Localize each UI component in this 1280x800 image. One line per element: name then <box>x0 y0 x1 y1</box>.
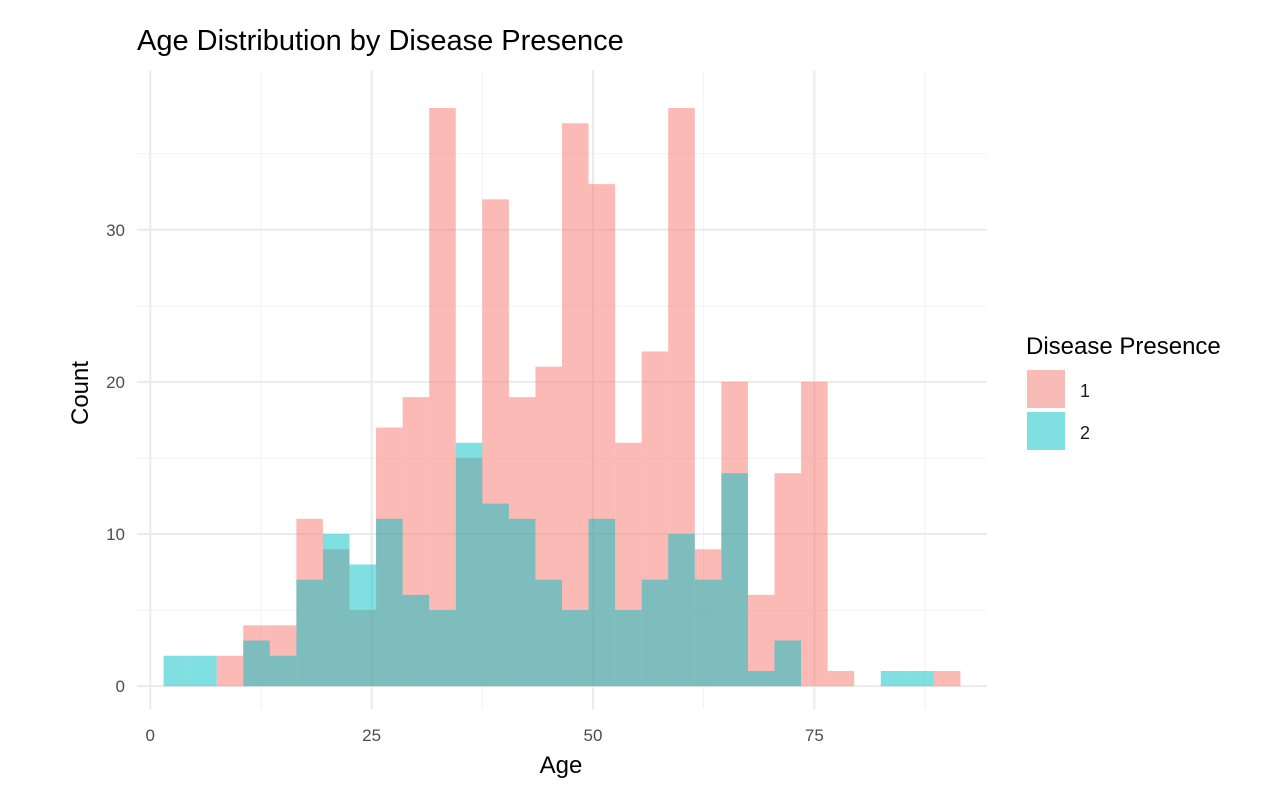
y-tick-label: 20 <box>106 373 125 392</box>
x-axis-ticks: 0 25 50 75 <box>146 726 824 745</box>
histogram-bar-series-1 <box>216 655 244 687</box>
y-axis-label: Count <box>67 361 94 425</box>
legend-key-2 <box>1027 412 1065 450</box>
y-tick-label: 30 <box>106 221 125 240</box>
histogram-bar-series-2 <box>402 594 430 687</box>
legend-label-2: 2 <box>1080 423 1090 443</box>
histogram-bar-series-2 <box>721 473 748 687</box>
histogram-bar-series-2 <box>163 655 191 687</box>
histogram-bar-series-2 <box>243 640 270 687</box>
histogram-bar-series-1 <box>562 123 589 687</box>
histogram-bar-series-2 <box>482 503 509 687</box>
x-tick-label: 50 <box>584 726 603 745</box>
legend-label-1: 1 <box>1080 381 1090 401</box>
histogram-bar-series-2 <box>429 610 456 687</box>
histogram-bar-series-1 <box>801 381 828 687</box>
histogram-bar-series-2 <box>774 640 802 687</box>
y-tick-label: 10 <box>106 525 125 544</box>
histogram-bar-series-2 <box>535 579 562 687</box>
y-axis-ticks: 0 10 20 30 <box>106 221 125 696</box>
histogram-bar-series-1 <box>429 108 456 687</box>
histogram-bar-series-2 <box>322 534 350 687</box>
histogram-bar-series-2 <box>641 579 669 687</box>
y-tick-label: 0 <box>116 677 125 696</box>
histogram-bar-series-2 <box>296 579 323 687</box>
histogram-bar-series-2 <box>747 670 775 687</box>
histogram-bar-series-2 <box>455 442 483 687</box>
bars-layer <box>163 108 961 687</box>
legend-title: Disease Presence <box>1026 333 1221 360</box>
histogram-bar-series-2 <box>349 564 377 687</box>
histogram-bar-series-2 <box>907 670 934 687</box>
histogram-bar-series-2 <box>694 579 722 687</box>
legend-key-1 <box>1027 370 1065 408</box>
histogram-bar-series-2 <box>668 534 695 687</box>
histogram-bar-series-2 <box>508 518 536 687</box>
histogram-bar-series-2 <box>588 518 616 687</box>
histogram-bar-series-2 <box>880 670 908 687</box>
histogram-bar-series-2 <box>269 655 297 687</box>
histogram-bar-series-1 <box>933 670 961 687</box>
histogram-bar-series-2 <box>376 518 403 687</box>
legend: Disease Presence 1 2 <box>1026 333 1221 450</box>
histogram-bar-series-1 <box>827 670 855 687</box>
x-tick-label: 75 <box>805 726 824 745</box>
x-tick-label: 25 <box>362 726 381 745</box>
x-tick-label: 0 <box>146 726 155 745</box>
x-axis-label: Age <box>540 752 583 779</box>
histogram-bar-series-2 <box>190 655 217 687</box>
histogram-bar-series-2 <box>562 610 589 687</box>
chart-title: Age Distribution by Disease Presence <box>137 25 624 57</box>
histogram-bar-series-2 <box>615 610 642 687</box>
